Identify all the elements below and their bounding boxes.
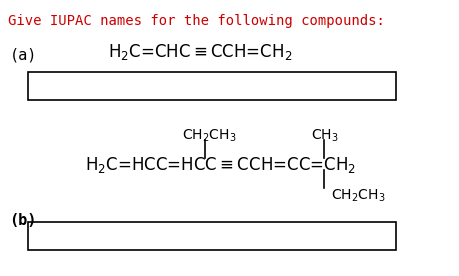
Text: CH$_3$: CH$_3$ xyxy=(310,128,338,144)
Text: CH$_2$CH$_3$: CH$_2$CH$_3$ xyxy=(181,128,236,144)
Text: H$_2$C=HCC=HCC$\equiv$CCH=CC=CH$_2$: H$_2$C=HCC=HCC$\equiv$CCH=CC=CH$_2$ xyxy=(84,155,355,175)
Text: (b): (b) xyxy=(9,213,37,228)
Text: CH$_2$CH$_3$: CH$_2$CH$_3$ xyxy=(330,188,384,205)
FancyBboxPatch shape xyxy=(28,72,395,100)
Text: Give IUPAC names for the following compounds:: Give IUPAC names for the following compo… xyxy=(7,14,384,28)
Text: H$_2$C=CHC$\equiv$CCH=CH$_2$: H$_2$C=CHC$\equiv$CCH=CH$_2$ xyxy=(108,42,292,62)
FancyBboxPatch shape xyxy=(28,222,395,250)
Text: (a): (a) xyxy=(9,48,37,63)
